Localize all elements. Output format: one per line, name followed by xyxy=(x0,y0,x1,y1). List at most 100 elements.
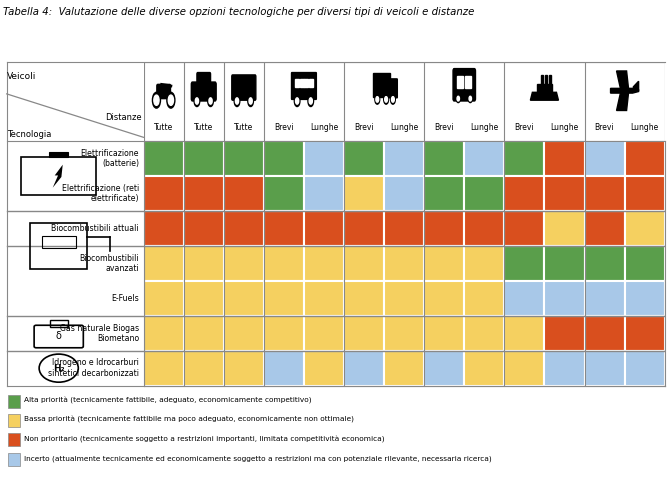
Text: Lunghe: Lunghe xyxy=(550,123,578,132)
Text: Lunghe: Lunghe xyxy=(470,123,498,132)
Text: δ: δ xyxy=(56,331,61,341)
Circle shape xyxy=(308,95,313,106)
FancyBboxPatch shape xyxy=(157,84,170,99)
Bar xyxy=(304,176,344,211)
Circle shape xyxy=(391,97,394,102)
Text: Tabella 4:  Valutazione delle diverse opzioni tecnologiche per diversi tipi di v: Tabella 4: Valutazione delle diverse opz… xyxy=(3,7,475,17)
Bar xyxy=(584,351,625,386)
Text: Biocombustibili
avanzati: Biocombustibili avanzati xyxy=(79,254,139,273)
Bar xyxy=(458,77,463,88)
Circle shape xyxy=(376,97,379,102)
Bar xyxy=(584,281,625,316)
Circle shape xyxy=(385,97,387,102)
FancyBboxPatch shape xyxy=(389,79,397,98)
FancyBboxPatch shape xyxy=(232,75,256,100)
Bar xyxy=(544,351,584,386)
Text: Biocombustibili attuali: Biocombustibili attuali xyxy=(51,224,139,233)
Bar xyxy=(304,211,344,246)
Circle shape xyxy=(295,95,300,106)
Bar xyxy=(344,281,384,316)
Bar xyxy=(264,141,304,176)
Bar xyxy=(464,351,504,386)
Bar xyxy=(344,246,384,281)
Bar xyxy=(464,246,504,281)
Circle shape xyxy=(383,95,389,104)
Bar xyxy=(344,316,384,351)
Circle shape xyxy=(295,98,299,104)
Circle shape xyxy=(152,92,160,108)
Bar xyxy=(466,77,471,88)
Polygon shape xyxy=(541,75,543,84)
Bar xyxy=(464,316,504,351)
Bar xyxy=(584,141,625,176)
Bar xyxy=(424,176,464,211)
Text: H₂: H₂ xyxy=(53,364,65,373)
Circle shape xyxy=(468,95,472,103)
Bar xyxy=(295,79,299,87)
Bar xyxy=(584,211,625,246)
Bar xyxy=(8,395,20,408)
Text: Lunghe: Lunghe xyxy=(390,123,418,132)
Bar xyxy=(384,246,424,281)
Polygon shape xyxy=(617,92,629,111)
Text: Tutte: Tutte xyxy=(234,123,253,132)
Polygon shape xyxy=(617,71,629,89)
Text: Distanze: Distanze xyxy=(105,113,142,122)
Bar xyxy=(144,141,184,176)
Text: Non prioritario (tecnicamente soggetto a restrizioni importanti, limitata compet: Non prioritario (tecnicamente soggetto a… xyxy=(24,436,385,443)
Bar xyxy=(184,316,224,351)
Bar xyxy=(584,316,625,351)
Bar xyxy=(544,316,584,351)
Bar xyxy=(184,211,224,246)
Circle shape xyxy=(249,98,253,104)
Polygon shape xyxy=(611,88,639,93)
Text: Lunghe: Lunghe xyxy=(631,123,659,132)
Bar xyxy=(184,141,224,176)
Bar xyxy=(464,141,504,176)
Text: Bassa priorità (tecnicamente fattibile ma poco adeguato, economicamente non otti: Bassa priorità (tecnicamente fattibile m… xyxy=(24,416,354,423)
Text: Brevi: Brevi xyxy=(595,123,615,132)
Bar xyxy=(304,316,344,351)
FancyBboxPatch shape xyxy=(291,72,317,100)
Bar xyxy=(144,281,184,316)
Bar xyxy=(144,351,184,386)
Text: Tecnologia: Tecnologia xyxy=(7,130,51,139)
Bar xyxy=(344,176,384,211)
Text: Idrogeno e Idrocarburi
sintetici decarbonizzati: Idrogeno e Idrocarburi sintetici decarbo… xyxy=(48,358,139,378)
Bar xyxy=(344,211,384,246)
Bar xyxy=(344,351,384,386)
FancyBboxPatch shape xyxy=(197,72,210,86)
Circle shape xyxy=(167,92,175,108)
Bar xyxy=(424,246,464,281)
Bar xyxy=(464,281,504,316)
Circle shape xyxy=(469,96,472,101)
Bar xyxy=(224,316,264,351)
Text: Tutte: Tutte xyxy=(194,123,213,132)
Bar xyxy=(264,211,304,246)
Bar xyxy=(184,281,224,316)
Circle shape xyxy=(391,95,395,104)
Text: Veicoli: Veicoli xyxy=(7,72,36,81)
Bar xyxy=(544,281,584,316)
Bar xyxy=(424,281,464,316)
Circle shape xyxy=(194,95,200,106)
Bar xyxy=(373,73,389,97)
Bar xyxy=(184,176,224,211)
Bar xyxy=(625,246,665,281)
Bar xyxy=(504,141,544,176)
Bar xyxy=(224,281,264,316)
Circle shape xyxy=(234,95,240,106)
Bar xyxy=(384,176,424,211)
Bar xyxy=(625,281,665,316)
Bar xyxy=(224,351,264,386)
Bar xyxy=(144,246,184,281)
Text: Brevi: Brevi xyxy=(274,123,294,132)
Bar xyxy=(424,316,464,351)
Bar xyxy=(309,79,313,87)
Bar xyxy=(504,316,544,351)
Bar xyxy=(264,351,304,386)
Circle shape xyxy=(456,95,460,103)
Circle shape xyxy=(235,98,238,104)
FancyBboxPatch shape xyxy=(191,82,216,101)
Circle shape xyxy=(209,98,212,104)
